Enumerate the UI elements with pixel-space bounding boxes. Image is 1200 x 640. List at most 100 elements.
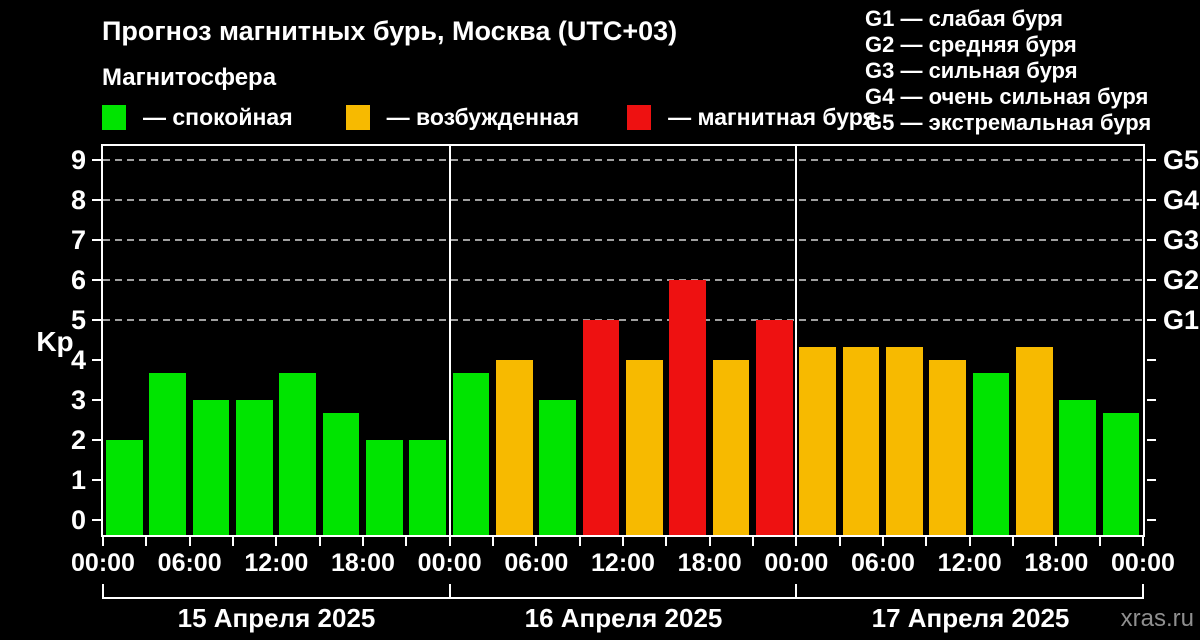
legend: — спокойная — возбужденная — магнитная б…: [102, 104, 876, 131]
x-axis-tick: [448, 537, 451, 546]
kp-bar: [756, 320, 793, 535]
kp-bar: [149, 373, 187, 535]
kp-bar: [842, 346, 880, 535]
kp-bar: [279, 373, 317, 535]
y-axis-tick-right: [1147, 319, 1156, 321]
y-axis-tick-right: [1147, 279, 1156, 281]
y-axis-tick-right: [1147, 159, 1156, 161]
active-color-swatch: [345, 105, 370, 130]
g-scale-label: G5: [1163, 145, 1200, 175]
kp-bar: [322, 413, 360, 535]
y-axis-tick-right: [1147, 399, 1156, 401]
chart-plot-area: [101, 144, 1145, 537]
x-axis-tick: [1012, 537, 1014, 546]
x-tick-label: 00:00: [1111, 549, 1175, 577]
x-axis-date-day3: 17 Апреля 2025: [871, 603, 1070, 633]
date-bracket-tick: [102, 584, 104, 599]
x-axis-tick: [102, 537, 104, 546]
y-tick-label: 0: [70, 505, 86, 535]
x-axis-tick: [795, 537, 798, 546]
kp-bar: [539, 400, 577, 535]
gridline: [103, 279, 1143, 281]
kp-bar: [452, 373, 490, 535]
storm-scale-item-g3: G3 — сильная буря: [865, 58, 1078, 83]
x-axis-tick: [968, 537, 971, 546]
date-bracket-tick: [795, 584, 798, 599]
y-tick-label: 9: [70, 145, 86, 175]
quiet-color-swatch: [102, 105, 126, 130]
kp-bar: [886, 346, 923, 535]
kp-bar: [972, 373, 1010, 535]
kp-bar: [582, 320, 620, 535]
y-axis-tick: [92, 159, 101, 161]
storm-scale-item-g5: G5 — экстремальная буря: [865, 110, 1152, 135]
x-axis-tick: [362, 537, 364, 546]
y-axis-tick: [92, 239, 101, 241]
date-bracket-tick: [1142, 584, 1144, 599]
legend-label: — возбужденная: [386, 104, 580, 130]
gridline: [103, 319, 1143, 321]
date-bracket-line: [102, 597, 1144, 599]
gridline: [103, 199, 1143, 201]
y-tick-label: 8: [70, 185, 86, 215]
storm-color-swatch: [627, 105, 652, 130]
x-axis-tick: [275, 537, 278, 546]
page-title: Прогноз магнитных бурь, Москва (UTC+03): [102, 16, 678, 46]
x-tick-label: 12:00: [937, 549, 1002, 577]
x-axis-tick: [318, 537, 321, 546]
legend-label: — спокойная: [143, 104, 293, 130]
y-axis-tick: [92, 519, 101, 521]
legend-item-quiet: — спокойная: [102, 104, 293, 131]
y-tick-label: 6: [70, 265, 86, 295]
y-tick-label: 3: [70, 385, 86, 415]
x-axis-date-day1: 15 Апреля 2025: [177, 603, 376, 633]
kp-bar: [366, 440, 403, 535]
y-axis-tick: [92, 279, 101, 281]
x-tick-label: 06:00: [157, 549, 222, 577]
kp-bar: [799, 346, 837, 535]
g-scale-label: G3: [1163, 225, 1200, 255]
x-axis-tick: [665, 537, 668, 546]
legend-label: — магнитная буря: [668, 104, 876, 130]
y-tick-label: 2: [70, 425, 86, 455]
watermark-link[interactable]: xras.ru: [1120, 605, 1194, 632]
x-axis-tick: [1098, 537, 1101, 546]
y-axis-tick: [92, 359, 101, 361]
legend-item-active: — возбужденная: [345, 104, 580, 131]
y-axis-tick-right: [1147, 239, 1156, 241]
x-axis-tick: [708, 537, 711, 546]
x-tick-label: 06:00: [851, 549, 915, 577]
day-separator: [795, 146, 798, 535]
gridline: [103, 239, 1143, 241]
x-axis-tick: [145, 537, 148, 546]
kp-bar: [409, 440, 447, 535]
y-axis-tick-right: [1147, 199, 1156, 201]
g-scale-label: G4: [1163, 185, 1200, 215]
x-axis-tick: [882, 537, 884, 546]
x-axis-tick: [925, 537, 928, 546]
x-axis-tick: [1055, 537, 1058, 546]
kp-bar: [106, 440, 143, 535]
x-tick-label: 00:00: [71, 549, 135, 577]
x-axis-tick: [752, 537, 754, 546]
x-axis-tick: [188, 537, 191, 546]
y-axis-tick-right: [1147, 439, 1156, 441]
y-axis-tick-right: [1147, 359, 1156, 361]
legend-item-storm: — магнитная буря: [627, 104, 876, 131]
kp-bar: [1059, 400, 1097, 535]
x-tick-label: 00:00: [764, 549, 829, 577]
x-tick-label: 18:00: [1024, 549, 1089, 577]
x-axis-tick: [405, 537, 408, 546]
kp-bar: [712, 360, 750, 535]
y-axis-tick: [92, 319, 101, 321]
y-axis-tick: [92, 479, 101, 481]
g-scale-label: G1: [1163, 305, 1200, 335]
x-axis-tick: [578, 537, 581, 546]
storm-scale-item-g4: G4 — очень сильная буря: [865, 84, 1149, 109]
kp-bar: [626, 360, 663, 535]
x-axis-tick: [838, 537, 841, 546]
kp-bar: [1102, 413, 1140, 535]
kp-bar: [192, 400, 230, 535]
y-axis-title-kp: Kp: [36, 326, 74, 357]
